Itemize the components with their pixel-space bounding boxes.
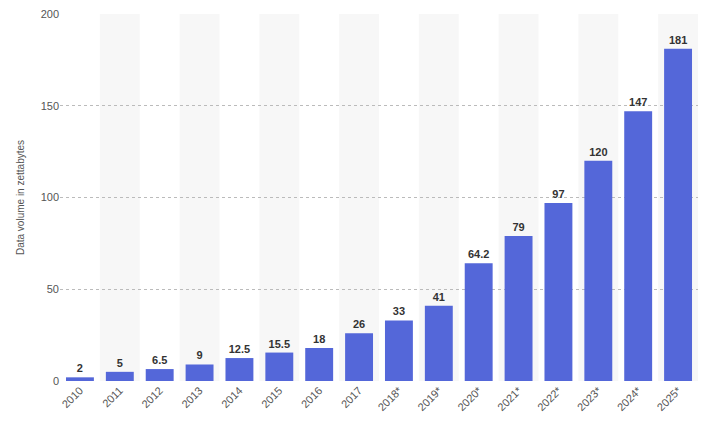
svg-text:18: 18 [313,333,325,345]
svg-text:2012: 2012 [139,384,165,410]
svg-text:2: 2 [77,362,83,374]
svg-text:2015: 2015 [259,384,285,410]
svg-text:2025*: 2025* [655,384,684,413]
svg-text:12.5: 12.5 [229,343,250,355]
svg-text:2018*: 2018* [375,384,404,413]
svg-text:15.5: 15.5 [269,338,290,350]
svg-text:2024*: 2024* [615,384,644,413]
svg-text:64.2: 64.2 [468,248,489,260]
svg-text:2017: 2017 [339,384,365,410]
svg-text:2016: 2016 [299,384,325,410]
svg-text:2021*: 2021* [495,384,524,413]
svg-text:2011: 2011 [100,384,125,409]
svg-text:33: 33 [393,305,405,317]
svg-text:0: 0 [53,375,59,387]
svg-text:79: 79 [512,221,524,233]
svg-text:200: 200 [41,8,59,20]
svg-text:6.5: 6.5 [152,354,167,366]
svg-text:2022*: 2022* [535,384,564,413]
svg-text:97: 97 [552,188,564,200]
svg-text:50: 50 [47,283,59,295]
svg-text:2019*: 2019* [415,384,444,413]
svg-text:2013: 2013 [179,384,205,410]
svg-text:2014: 2014 [219,384,245,410]
svg-text:41: 41 [433,291,445,303]
svg-text:120: 120 [589,146,607,158]
svg-text:Data volume in zettabytes: Data volume in zettabytes [15,140,26,255]
svg-text:150: 150 [41,100,59,112]
svg-text:181: 181 [669,34,687,46]
svg-text:2020*: 2020* [455,384,484,413]
svg-text:2023*: 2023* [575,384,604,413]
svg-text:2010: 2010 [59,384,85,410]
svg-text:9: 9 [197,349,203,361]
svg-text:26: 26 [353,318,365,330]
svg-text:5: 5 [117,357,123,369]
svg-text:100: 100 [41,191,59,203]
svg-text:147: 147 [629,96,647,108]
